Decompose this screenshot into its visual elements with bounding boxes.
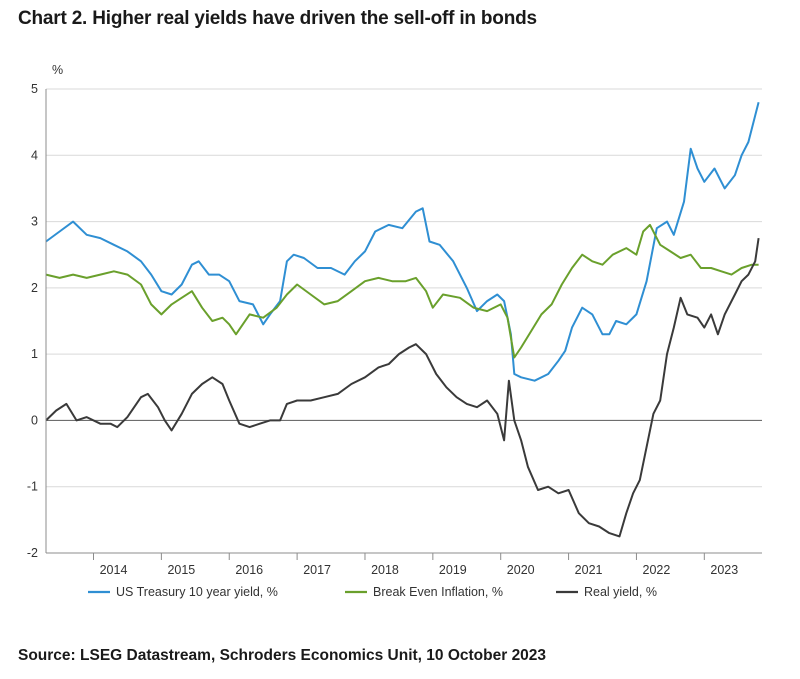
series-line-2	[45, 223, 759, 359]
y-tick-label: -1	[27, 480, 38, 494]
y-tick-label: -2	[27, 546, 38, 560]
series-line-1	[45, 102, 760, 382]
chart-source: Source: LSEG Datastream, Schroders Econo…	[18, 647, 547, 664]
x-tick-label: 2014	[100, 563, 128, 577]
x-tick-label: 2018	[371, 563, 399, 577]
x-tick-label: 2022	[643, 563, 671, 577]
y-tick-label: 0	[31, 413, 38, 427]
y-tick-label: 4	[31, 148, 38, 162]
x-tick-label: 2015	[167, 563, 195, 577]
legend-label: US Treasury 10 year yield, %	[116, 585, 278, 599]
y-tick-label: 1	[31, 347, 38, 361]
y-tick-label: 5	[31, 82, 38, 96]
series-group	[45, 102, 760, 538]
y-axis-unit-label: %	[52, 63, 63, 77]
chart-title: Chart 2. Higher real yields have driven …	[18, 8, 537, 29]
x-tick-label: 2021	[575, 563, 603, 577]
axes: -2 -1 0 1 2 3 4 5 2014 2015 2016 2017 2018 2019 2020 20…	[27, 82, 762, 577]
legend-label: Break Even Inflation, %	[373, 585, 503, 599]
y-tick-label: 3	[31, 215, 38, 229]
y-tick-label: 2	[31, 281, 38, 295]
legend-label: Real yield, %	[584, 585, 657, 599]
series-line-3	[45, 237, 760, 538]
legend: US Treasury 10 year yield, % Break Even I…	[88, 585, 657, 599]
x-tick-label: 2016	[235, 563, 263, 577]
x-tick-label: 2017	[303, 563, 331, 577]
x-tick-label: 2020	[507, 563, 535, 577]
x-tick-label: 2019	[439, 563, 467, 577]
x-tick-label: 2023	[710, 563, 738, 577]
gridlines	[46, 88, 762, 554]
